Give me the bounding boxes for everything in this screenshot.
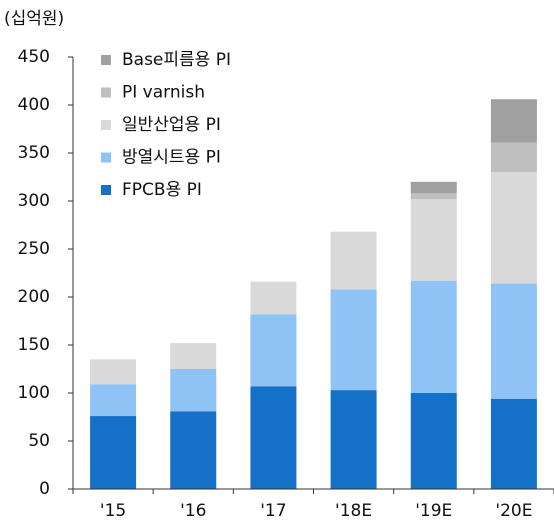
- legend-swatch: [101, 87, 111, 98]
- bar-segment: [490, 172, 537, 284]
- legend-swatch: [101, 185, 111, 195]
- y-tick-label: 250: [18, 239, 50, 259]
- y-tick-label: 100: [18, 383, 50, 403]
- bar-segment: [330, 390, 377, 489]
- legend-label: FPCB용 PI: [122, 180, 202, 200]
- bar-segment: [170, 343, 217, 369]
- bar-segment: [410, 280, 457, 393]
- bar-segment: [170, 411, 217, 489]
- legend-label: Base피름용 PI: [122, 50, 231, 70]
- x-tick-label: '16: [180, 501, 206, 521]
- legend-swatch: [101, 120, 111, 130]
- y-tick-label: 300: [18, 191, 50, 211]
- bar-segment: [410, 193, 457, 200]
- bar-segment: [170, 369, 217, 412]
- y-tick-label: 350: [18, 143, 50, 163]
- bar-segment: [330, 289, 377, 391]
- legend-swatch: [101, 55, 111, 65]
- x-tick-label: '20E: [495, 501, 532, 521]
- bar-segment: [90, 384, 137, 417]
- x-tick-label: '15: [100, 501, 126, 521]
- bar-segment: [330, 231, 377, 290]
- bar-segment: [490, 398, 537, 489]
- y-tick-label: 0: [39, 479, 50, 499]
- bar-segment: [490, 283, 537, 399]
- bar-segment: [410, 199, 457, 281]
- legend-label: 일반산업용 PI: [122, 115, 221, 135]
- y-tick-label: 450: [18, 47, 50, 67]
- legend-label: PI varnish: [122, 83, 205, 103]
- legend-label: 방열시트용 PI: [122, 148, 221, 168]
- y-tick-label: 200: [18, 287, 50, 307]
- bar-segment: [490, 142, 537, 173]
- legend-swatch: [101, 152, 111, 163]
- bar-segment: [250, 281, 297, 315]
- bar-segment: [410, 393, 457, 489]
- y-axis-label: (십억원): [4, 9, 64, 29]
- y-tick-label: 400: [18, 95, 50, 115]
- x-tick-label: '18E: [335, 501, 372, 521]
- x-tick-label: '17: [260, 501, 286, 521]
- bar-segment: [250, 386, 297, 489]
- y-tick-label: 150: [18, 335, 50, 355]
- bar-segment: [250, 314, 297, 387]
- bar-segment: [90, 359, 137, 385]
- bar-segment: [490, 99, 537, 143]
- bar-segment: [410, 181, 457, 194]
- bar-segment: [90, 416, 137, 489]
- x-tick-label: '19E: [415, 501, 452, 521]
- y-tick-label: 50: [28, 431, 50, 451]
